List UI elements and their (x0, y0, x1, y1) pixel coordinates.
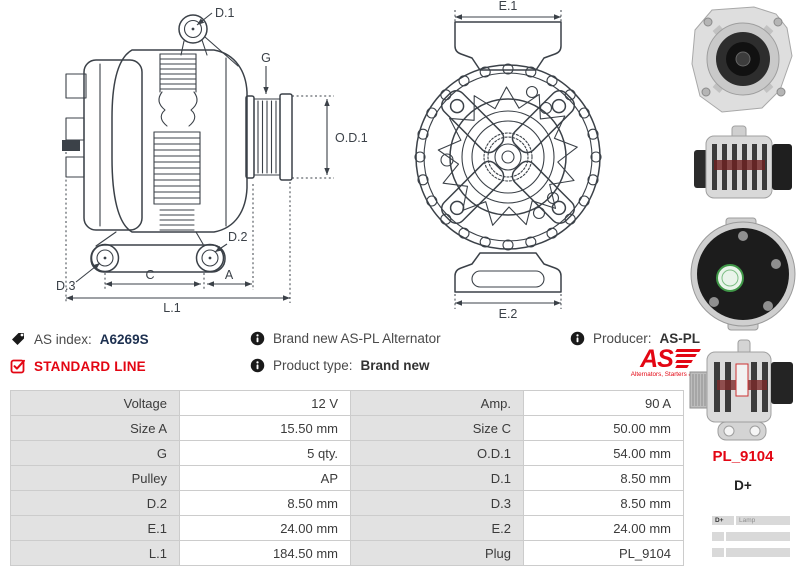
alternator-front-photo[interactable] (688, 4, 798, 118)
spec-value: 15.50 mm (180, 416, 351, 441)
plug-code-label: PL_9104 (712, 448, 774, 465)
tag-icon (12, 333, 24, 345)
dim-label-l1: L.1 (163, 301, 180, 315)
terminal-mini-table: D+ Lamp (712, 516, 790, 564)
as-pl-logo-text: AS (640, 345, 674, 373)
mini-table-col2: Lamp (736, 516, 790, 525)
as-index-label: AS index: (34, 331, 92, 347)
spec-label: O.D.1 (351, 441, 524, 466)
mini-table-row (712, 548, 790, 557)
spec-label: Amp. (351, 391, 524, 416)
pulley-grooves (257, 100, 277, 174)
spec-value: PL_9104 (524, 541, 684, 566)
spec-label: D.3 (351, 491, 524, 516)
spec-label: G (11, 441, 180, 466)
alternator-side-photo[interactable] (688, 122, 798, 212)
spec-label: E.2 (351, 516, 524, 541)
dim-label-e1: E.1 (499, 0, 518, 13)
alternator-rear-photo[interactable] (688, 214, 798, 334)
product-type-label: Product type: (273, 358, 353, 373)
spec-label: L.1 (11, 541, 180, 566)
product-type-row: Product type: Brand new (250, 358, 430, 373)
terminal-block (62, 140, 80, 151)
spec-value: 24.00 mm (524, 516, 684, 541)
info-icon (570, 331, 585, 346)
spec-value: 50.00 mm (524, 416, 684, 441)
as-index-value: A6269S (99, 331, 149, 347)
spec-value: 12 V (180, 391, 351, 416)
brand-new-text: Brand new AS-PL Alternator (273, 331, 441, 346)
spec-label: E.1 (11, 516, 180, 541)
info-icon (250, 331, 265, 346)
front-view-technical-drawing: E.1 (414, 0, 602, 321)
spec-table: Voltage 12 V Amp. 90 A Size A 15.50 mm S… (10, 390, 684, 566)
producer-row: Producer: AS-PL (570, 331, 700, 346)
spec-value: 5 qty. (180, 441, 351, 466)
dim-label-c: C (145, 268, 154, 282)
as-pl-logo: AS Alternators, Starters & Parts (628, 345, 712, 379)
alternator-pulley-side-photo[interactable] (688, 336, 798, 446)
standard-line-label: STANDARD LINE (34, 358, 146, 374)
spec-value: 8.50 mm (524, 491, 684, 516)
checkbox-checked-icon (10, 359, 25, 374)
dim-label-d1: D.1 (215, 6, 235, 20)
producer-label: Producer: (593, 331, 652, 346)
spec-value: 184.50 mm (180, 541, 351, 566)
product-type-value: Brand new (360, 358, 430, 373)
brand-new-row: Brand new AS-PL Alternator (250, 331, 441, 346)
side-view-technical-drawing: D.1 G O.D.1 (56, 6, 368, 315)
as-index-row: AS index: A6269S (10, 331, 149, 347)
cooling-fin-ring (414, 63, 602, 251)
producer-value: AS-PL (659, 331, 701, 346)
spec-label: Size C (351, 416, 524, 441)
spec-label: Voltage (11, 391, 180, 416)
dim-label-g: G (261, 51, 271, 65)
dim-label-a: A (225, 268, 234, 282)
spec-label: Size A (11, 416, 180, 441)
mini-table-col1: D+ (712, 516, 734, 525)
spec-value: 24.00 mm (180, 516, 351, 541)
spec-value: 90 A (524, 391, 684, 416)
dim-label-od1: O.D.1 (335, 131, 368, 145)
spec-label: Plug (351, 541, 524, 566)
spec-value: 54.00 mm (524, 441, 684, 466)
spec-value: 8.50 mm (524, 466, 684, 491)
standard-line-row: STANDARD LINE (10, 358, 146, 374)
mini-table-row (712, 532, 790, 541)
spec-label: D.2 (11, 491, 180, 516)
info-icon (250, 358, 265, 373)
spec-label: D.1 (351, 466, 524, 491)
spec-label: Pulley (11, 466, 180, 491)
dim-label-e2: E.2 (499, 307, 518, 321)
mini-table-header-row: D+ Lamp (712, 516, 790, 525)
terminal-label: D+ (734, 478, 752, 493)
dim-label-d2: D.2 (228, 230, 248, 244)
fan-blades (437, 86, 578, 226)
spec-value: 8.50 mm (180, 491, 351, 516)
spec-value: AP (180, 466, 351, 491)
as-pl-logo-tagline: Alternators, Starters & Parts (630, 371, 710, 378)
